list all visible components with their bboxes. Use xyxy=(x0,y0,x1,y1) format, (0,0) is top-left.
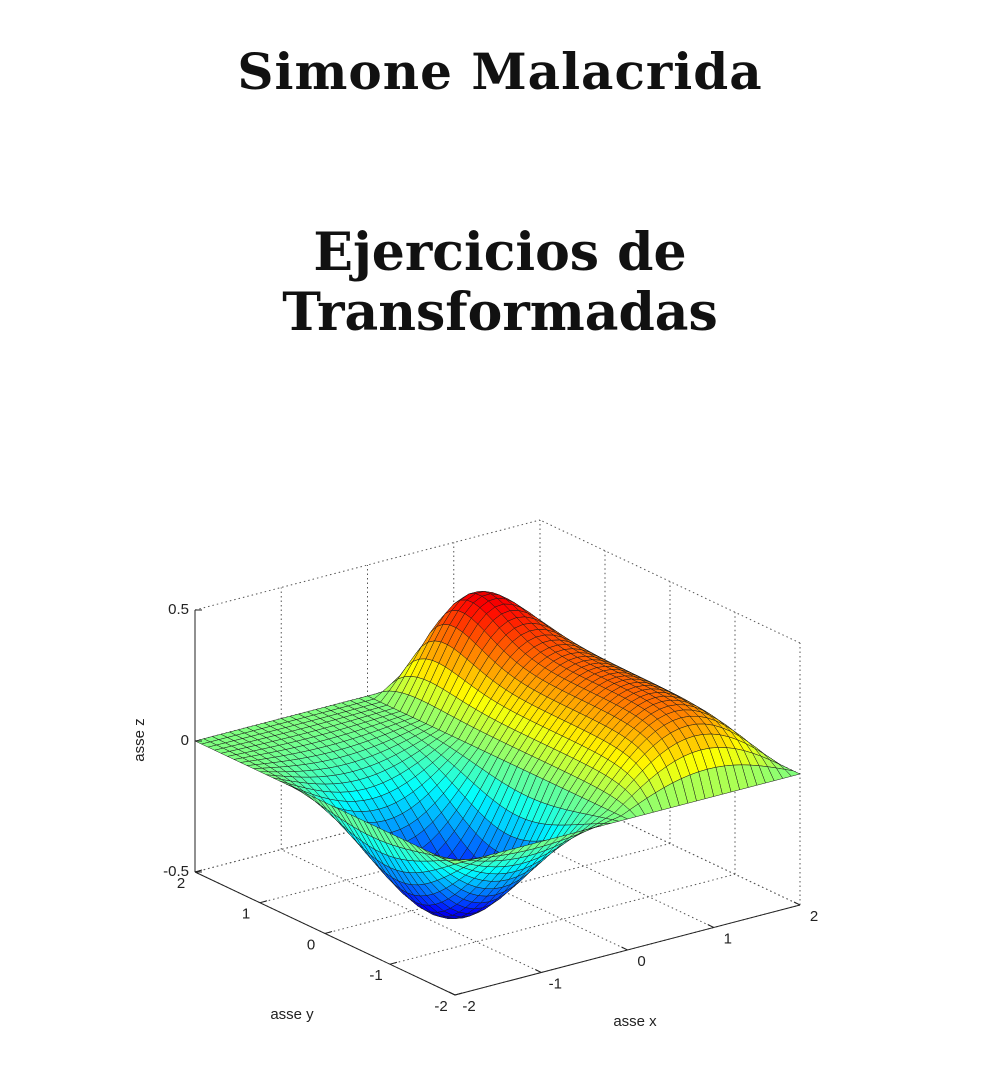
x-tick xyxy=(793,901,801,906)
y-tick xyxy=(259,900,268,904)
wall-grid xyxy=(539,519,801,644)
floor-grid xyxy=(389,873,736,965)
y-tick-label: 0 xyxy=(307,936,315,953)
author: Simone Malacrida xyxy=(237,42,763,101)
floor-grid xyxy=(324,843,671,934)
z-tick-label: 0 xyxy=(181,732,189,749)
y-tick xyxy=(454,992,463,996)
x-axis-label: asse x xyxy=(613,1013,657,1030)
y-tick xyxy=(324,931,333,934)
x-tick-label: 0 xyxy=(637,953,645,970)
floor-grid xyxy=(281,849,542,973)
title-line: Transformadas xyxy=(282,282,718,343)
x-tick xyxy=(707,924,714,928)
x-tick xyxy=(448,991,456,996)
x-tick-label: -2 xyxy=(462,998,475,1015)
z-tick-label: -0.5 xyxy=(163,863,189,880)
y-tick-label: -1 xyxy=(369,967,382,984)
x-tick xyxy=(535,969,542,973)
y-tick-label: 1 xyxy=(242,906,250,923)
title-line: Ejercicios de xyxy=(313,222,687,283)
y-axis-label: asse y xyxy=(270,1006,314,1023)
y-tick-label: -2 xyxy=(434,998,447,1015)
x-tick-label: 2 xyxy=(810,908,818,925)
z-axis-label: asse z xyxy=(131,718,148,761)
y-tick xyxy=(389,961,398,965)
x-tick-label: 1 xyxy=(724,930,732,947)
x-tick xyxy=(621,946,628,951)
wall-grid xyxy=(194,519,541,611)
y-tick xyxy=(194,869,203,873)
z-tick-label: 0.5 xyxy=(168,601,189,618)
x-tick-label: -1 xyxy=(549,975,562,992)
y-tick-label: 2 xyxy=(177,875,185,892)
surface-cell xyxy=(447,859,464,865)
